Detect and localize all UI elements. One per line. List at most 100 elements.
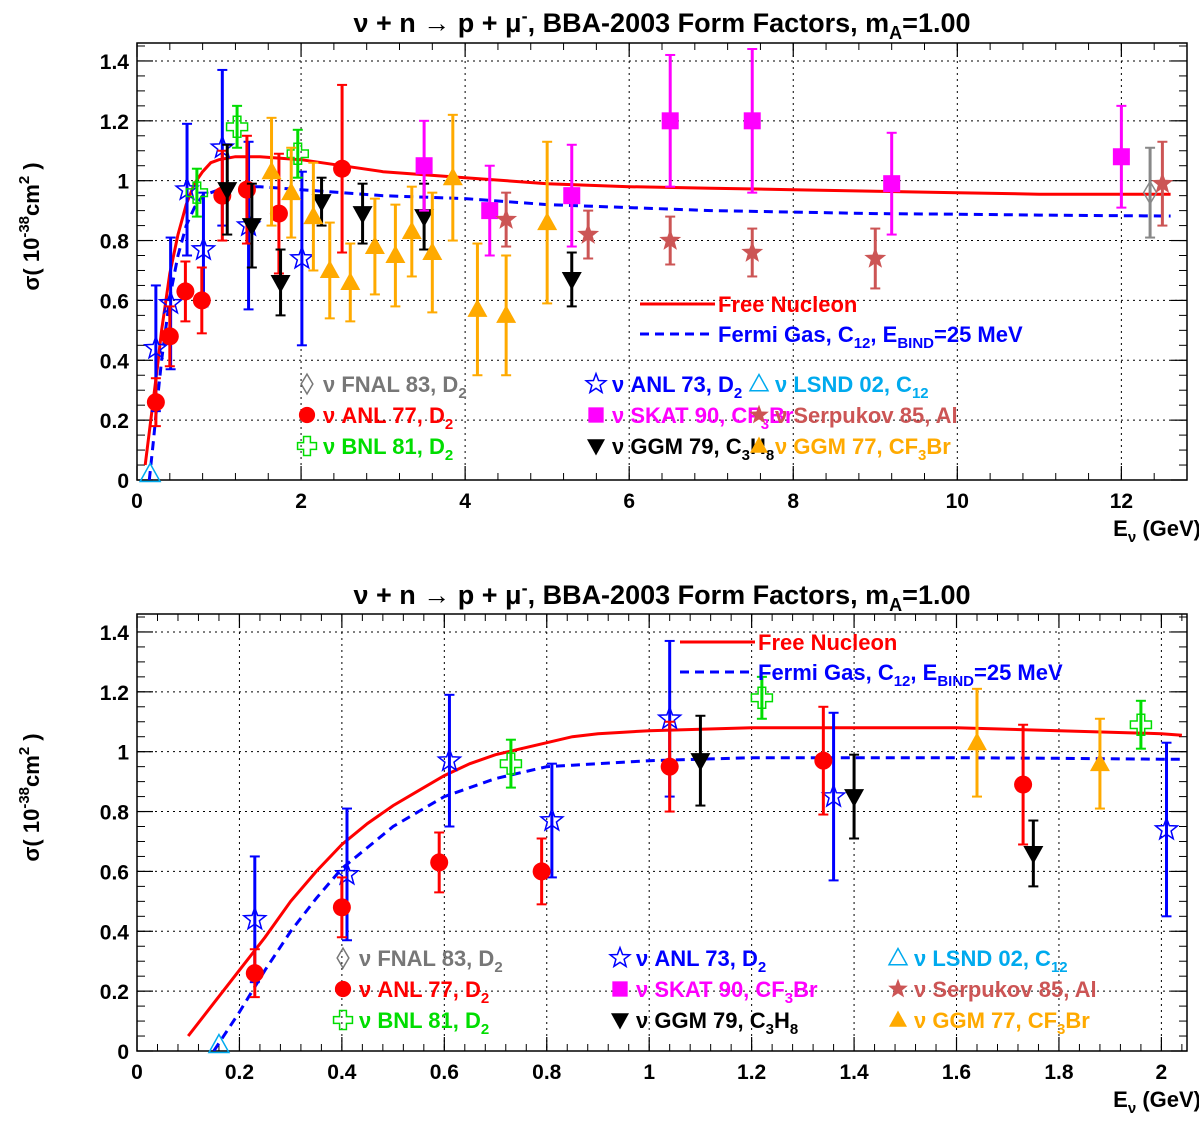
legend-marker-serpukov85 — [888, 978, 908, 998]
data-point-anl77 — [333, 159, 352, 178]
x-tick-label: 0 — [131, 490, 143, 513]
legend-label-fnal83: ν FNAL 83, D2 — [323, 372, 467, 402]
series-lsnd02 — [207, 1032, 231, 1054]
data-point-skat90 — [1112, 148, 1130, 166]
data-point-ggm77 — [261, 161, 282, 180]
data-point-ggm79 — [270, 274, 291, 293]
y-tick-label: 1.4 — [100, 51, 130, 74]
data-point-anl77 — [269, 204, 288, 223]
legend-label-anl73: ν ANL 73, D2 — [612, 372, 742, 402]
data-point-serpukov85 — [495, 208, 518, 229]
y-tick-label: 0 — [117, 470, 129, 493]
legend-label-bnl81: ν BNL 81, D2 — [359, 1008, 489, 1038]
x-tick-label: 4 — [459, 490, 471, 513]
series-ggm79 — [217, 143, 582, 317]
chart-panel-2: 0 0.2 0.4 0.6 0.8 1 1.2 1.4 1.6 1.8 2 0 0.2 0.4 0.6 0.8… — [16, 578, 1199, 1117]
data-point-bnl81 — [1129, 713, 1153, 736]
legend-label-skat90: ν SKAT 90, CF3Br — [636, 977, 818, 1007]
data-point-ggm79 — [844, 789, 865, 808]
x-tick-label: 10 — [946, 490, 969, 513]
data-point-bnl81 — [750, 686, 774, 710]
data-point-serpukov85 — [864, 247, 887, 268]
x-tick-label: 0.6 — [430, 1061, 459, 1084]
data-point-anl73 — [190, 235, 217, 261]
x-tick-label: 0 — [131, 1061, 143, 1084]
y-tick-label: 0 — [117, 1041, 129, 1064]
x-tick-label: 2 — [295, 490, 307, 513]
data-point-anl77 — [660, 757, 679, 776]
data-point-ggm79 — [1023, 845, 1044, 864]
chart-title: ν + n → p + μ-, BBA-2003 Form Factors, m… — [353, 6, 970, 43]
data-point-ggm79 — [311, 194, 332, 213]
data-point-skat90 — [743, 112, 761, 130]
data-point-ggm77 — [442, 167, 463, 186]
series-bnl81 — [499, 675, 1153, 789]
legend-label-serpukov85: ν Serpukov 85, Al — [914, 977, 1097, 1002]
y-tick-label: 1 — [117, 742, 129, 765]
chart-panel-1: 0 2 4 6 8 10 12 0 0.2 0.4 0.6 0.8 1 1.2 1.4 ν + n → p +… — [16, 6, 1199, 546]
data-point-anl73 — [142, 334, 169, 360]
legend-label-serpukov85: ν Serpukov 85, Al — [775, 403, 958, 428]
x-tick-label: 8 — [787, 490, 799, 513]
data-point-ggm79 — [241, 218, 262, 237]
y-tick-label: 1.2 — [100, 111, 129, 134]
legend-marker-anl73 — [608, 945, 632, 969]
data-point-bnl81 — [499, 752, 523, 775]
x-tick-label: 1 — [643, 1061, 655, 1084]
data-point-ggm79 — [414, 209, 435, 228]
y-tick-label: 0.8 — [100, 231, 130, 254]
legend-label-ggm79: ν GGM 79, C3H8 — [636, 1008, 798, 1038]
series-ggm77 — [967, 687, 1110, 810]
data-point-ggm77 — [967, 732, 987, 751]
chart-title: ν + n → p + μ-, BBA-2003 Form Factors, m… — [353, 578, 970, 615]
series-serpukov85 — [495, 140, 1174, 290]
legend-label-lsnd02: ν LSND 02, C12 — [775, 372, 929, 402]
data-point-serpukov85 — [1151, 172, 1174, 193]
data-point-ggm77 — [281, 182, 302, 201]
data-point-ggm79 — [352, 206, 373, 225]
legend-label-anl77: ν ANL 77, D2 — [323, 403, 453, 433]
data-point-anl73 — [820, 782, 847, 808]
x-axis-label: Eν (GeV) — [1113, 1087, 1199, 1117]
legend-label-ggm77: ν GGM 77, CF3Br — [775, 434, 951, 464]
x-tick-label: 0.4 — [327, 1061, 357, 1084]
plot-frame — [136, 613, 1188, 1052]
data-point-ggm77 — [364, 236, 385, 255]
x-tick-label: 1.6 — [942, 1061, 971, 1084]
data-point-anl77 — [1014, 775, 1033, 794]
data-point-anl73 — [241, 905, 268, 931]
curve-legend-label: Fermi Gas, C12, EBIND=25 MeV — [718, 322, 1023, 352]
x-tick-label: 1.4 — [839, 1061, 869, 1084]
series-fnal83 — [1142, 146, 1158, 239]
data-point-skat90 — [563, 187, 581, 205]
legend-marker-lsnd02 — [887, 947, 909, 966]
legend-marker-bnl81 — [332, 1009, 354, 1031]
data-point-anl77 — [814, 751, 833, 770]
legend-label-skat90: ν SKAT 90, CF3Br — [612, 403, 794, 433]
x-tick-label: 0.8 — [532, 1061, 562, 1084]
data-point-bnl81 — [286, 142, 310, 165]
y-tick-label: 0.4 — [100, 921, 130, 944]
legend-marker-anl77 — [298, 406, 316, 424]
y-tick-label: 1 — [117, 171, 129, 194]
curve-legend-label: Free Nucleon — [758, 630, 897, 655]
data-point-anl77 — [146, 393, 165, 412]
data-point-ggm77 — [303, 206, 324, 225]
legend-marker-ggm79 — [587, 439, 605, 456]
y-axis-label: σ( 10-38cm2 ) — [16, 162, 44, 290]
data-point-ggm77 — [467, 298, 488, 317]
data-point-lsnd02 — [207, 1032, 231, 1054]
y-tick-label: 0.2 — [100, 981, 129, 1004]
data-point-anl77 — [532, 862, 551, 881]
data-point-ggm79 — [217, 182, 238, 201]
legend-marker-anl73 — [584, 371, 608, 395]
legend-label-anl73: ν ANL 73, D2 — [636, 946, 766, 976]
data-point-anl77 — [192, 291, 211, 310]
data-point-anl73 — [436, 746, 463, 772]
ticks: 0 0.2 0.4 0.6 0.8 1 1.2 1.4 1.6 1.8 2 0 0.2 0.4 0.6 0.8… — [100, 614, 1187, 1084]
data-point-ggm77 — [1089, 753, 1110, 772]
data-point-anl73 — [334, 860, 360, 886]
legend-label-ggm79: ν GGM 79, C3H8 — [612, 434, 774, 464]
x-tick-label: 1.2 — [737, 1061, 766, 1084]
